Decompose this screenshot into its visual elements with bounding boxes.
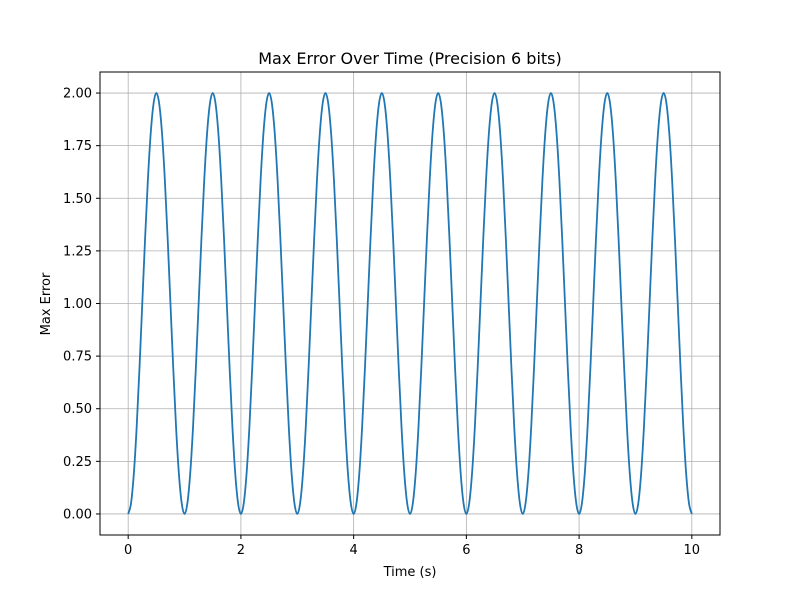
- chart-title: Max Error Over Time (Precision 6 bits): [258, 49, 562, 68]
- y-tick-label: 2.00: [63, 87, 92, 102]
- y-tick-label: 0.25: [63, 455, 92, 470]
- y-tick-label: 1.25: [63, 244, 92, 259]
- x-tick-label: 4: [349, 543, 357, 558]
- x-tick-label: 2: [237, 543, 245, 558]
- x-tick-label: 6: [462, 543, 470, 558]
- y-tick-label: 0.50: [63, 402, 92, 417]
- y-tick-label: 1.75: [63, 139, 92, 154]
- x-tick-label: 0: [124, 543, 132, 558]
- x-tick-label: 10: [684, 543, 701, 558]
- y-tick-label: 0.75: [63, 350, 92, 365]
- y-tick-label: 0.00: [63, 507, 92, 522]
- series-layer: [127, 92, 693, 515]
- y-tick-label: 1.00: [63, 297, 92, 312]
- grid: [100, 72, 720, 535]
- x-tick-label: 8: [575, 543, 583, 558]
- x-axis-label: Time (s): [383, 565, 437, 580]
- ticks: 0 2 4 6 8 10 0.00 0.25 0.50 0.75 1.00 1.25 1.50 1.75 2…: [63, 87, 700, 558]
- y-tick-label: 1.50: [63, 192, 92, 207]
- series-line-0: [127, 92, 693, 515]
- y-axis-label: Max Error: [39, 272, 54, 335]
